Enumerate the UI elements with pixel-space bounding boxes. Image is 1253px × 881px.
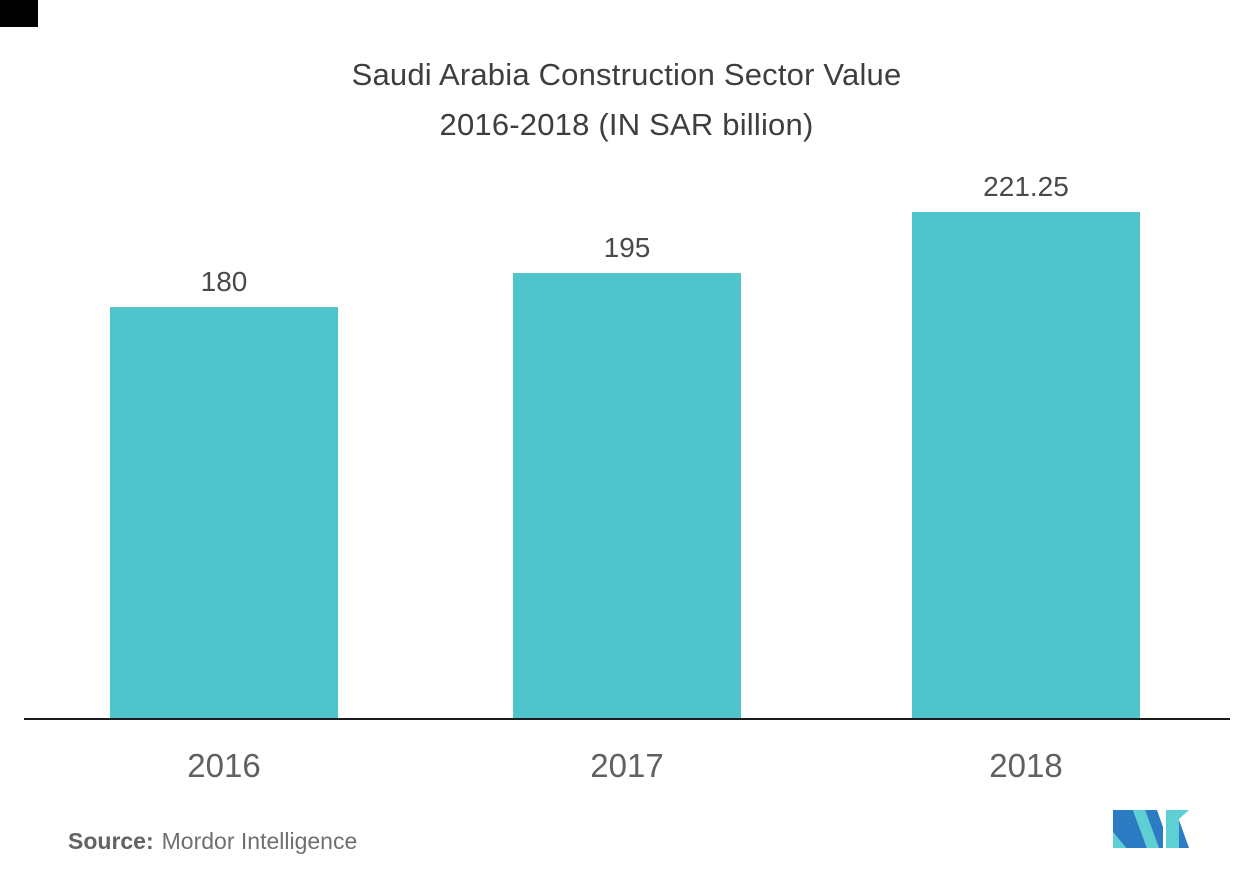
source-label: Source: [68,828,154,854]
x-axis-label-2017: 2017 [590,747,664,784]
source-attribution: Source: Mordor Intelligence [68,828,357,855]
value-label-2017: 195 [603,232,651,263]
value-label-2016: 180 [200,266,248,297]
chart-title-line1: Saudi Arabia Construction Sector Value [351,57,902,92]
x-axis-line [24,718,1230,720]
value-label-2018: 221.25 [983,171,1069,202]
bar-2016 [110,307,338,720]
source-name: Mordor Intelligence [161,828,358,854]
bar-2018 [912,212,1140,720]
mordor-intelligence-logo [1113,810,1189,848]
bar-2017 [513,273,741,720]
x-axis-label-2018: 2018 [989,747,1063,784]
x-axis-label-2016: 2016 [187,747,261,784]
chart-title: Saudi Arabia Construction Sector Value 2… [0,50,1253,150]
chart-title-line2: 2016-2018 (IN SAR billion) [439,107,814,142]
corner-artifact [0,0,38,27]
